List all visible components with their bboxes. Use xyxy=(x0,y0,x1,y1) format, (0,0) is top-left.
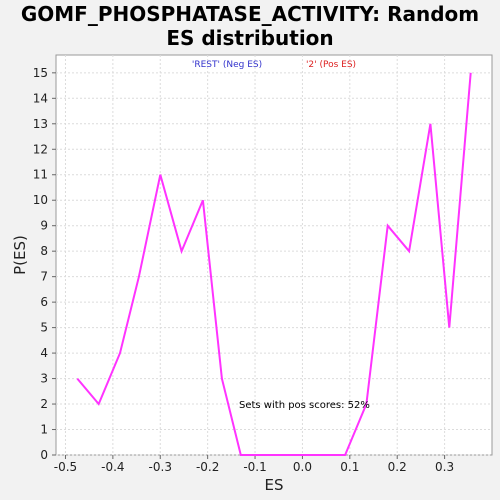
x-tick-label: 0.1 xyxy=(340,460,359,474)
y-tick-label: 7 xyxy=(40,270,48,284)
annotation-pos-scores: Sets with pos scores: 52% xyxy=(239,400,370,411)
y-tick-label: 12 xyxy=(33,142,48,156)
y-tick-label: 14 xyxy=(33,91,48,105)
y-tick-label: 1 xyxy=(40,423,48,437)
y-tick-label: 15 xyxy=(33,66,48,80)
legend-entry: 'REST' (Neg ES) xyxy=(192,60,262,70)
y-tick-label: 10 xyxy=(33,193,48,207)
x-tick-label: 0.2 xyxy=(388,460,407,474)
y-tick-label: 5 xyxy=(40,321,48,335)
y-tick-label: 11 xyxy=(33,168,48,182)
x-tick-label: -0.1 xyxy=(243,460,266,474)
y-tick-label: 0 xyxy=(40,448,48,462)
y-tick-label: 6 xyxy=(40,295,48,309)
x-axis-title: ES xyxy=(265,476,284,494)
plot-area xyxy=(56,55,492,455)
x-tick-label: 0.3 xyxy=(435,460,454,474)
y-tick-label: 13 xyxy=(33,117,48,131)
y-tick-label: 9 xyxy=(40,219,48,233)
y-axis-title: P(ES) xyxy=(11,235,29,275)
y-tick-label: 3 xyxy=(40,372,48,386)
legend-entry: '2' (Pos ES) xyxy=(306,60,356,70)
x-tick-label: -0.5 xyxy=(54,460,77,474)
x-tick-label: -0.3 xyxy=(149,460,172,474)
x-tick-label: 0.0 xyxy=(293,460,312,474)
x-axis: -0.5 -0.4 -0.3 -0.2 -0.1 0.0 0.1 0.2 0.3 xyxy=(54,455,454,474)
y-tick-label: 8 xyxy=(40,244,48,258)
x-tick-label: -0.2 xyxy=(196,460,219,474)
y-tick-label: 2 xyxy=(40,397,48,411)
y-tick-label: 4 xyxy=(40,346,48,360)
x-tick-label: -0.4 xyxy=(101,460,124,474)
